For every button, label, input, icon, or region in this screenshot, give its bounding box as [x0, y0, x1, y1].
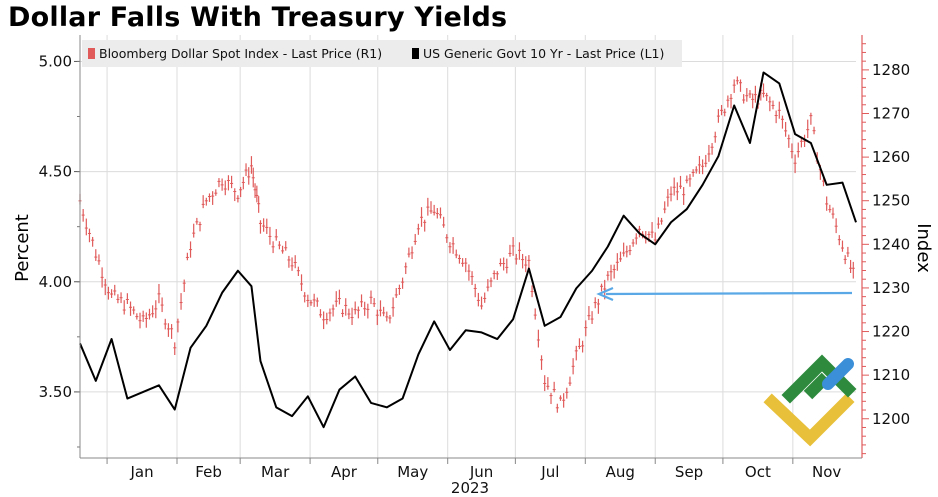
- chart-title: Dollar Falls With Treasury Yields: [8, 2, 508, 33]
- x-tick-label: Aug: [606, 463, 635, 481]
- legend-label-yield: US Generic Govt 10 Yr - Last Price (L1): [423, 46, 664, 61]
- right-tick-label: 1220: [872, 323, 910, 341]
- x-tick-label: Jul: [540, 463, 559, 481]
- legend-box: [82, 40, 682, 67]
- left-tick-label: 4.00: [39, 273, 72, 291]
- x-tick-label: Oct: [745, 463, 771, 481]
- right-tick-label: 1250: [872, 192, 910, 210]
- annotation-arrow-shaft: [605, 291, 853, 296]
- x-tick-label: Jan: [129, 463, 153, 481]
- yield-line: [79, 71, 857, 429]
- right-tick-label: 1210: [872, 366, 910, 384]
- right-tick-label: 1270: [872, 104, 910, 122]
- x-tick-label: Nov: [812, 463, 841, 481]
- right-axis-label: Index: [913, 223, 934, 273]
- legend-swatch-dollar: [88, 48, 95, 59]
- legend-swatch-yield: [412, 48, 419, 59]
- series-group: [78, 71, 857, 429]
- x-tick-label: Apr: [331, 463, 358, 481]
- right-tick-label: 1240: [872, 235, 910, 253]
- x-tick-label: Feb: [195, 463, 222, 481]
- left-tick-label: 5.00: [39, 52, 72, 70]
- x-tick-label: Jun: [469, 463, 493, 481]
- x-tick-label: Mar: [261, 463, 290, 481]
- annotation-arrow-head: [596, 286, 614, 302]
- legend-label-dollar: Bloomberg Dollar Spot Index - Last Price…: [99, 46, 382, 61]
- axes-group: Jan Feb Mar Apr May Jun Jul Aug Sep Oct Nov 3.50 4.0…: [39, 35, 910, 481]
- x-tick-label: Sep: [675, 463, 703, 481]
- right-tick-label: 1280: [872, 61, 910, 79]
- right-tick-label: 1230: [872, 279, 910, 297]
- brand-logo: [763, 354, 857, 447]
- left-tick-label: 4.50: [39, 163, 72, 181]
- left-tick-label: 3.50: [39, 383, 72, 401]
- x-tick-label: May: [397, 463, 428, 481]
- x-axis-label: 2023: [451, 479, 489, 497]
- right-tick-label: 1260: [872, 148, 910, 166]
- grid-lines: [80, 35, 856, 458]
- left-axis-label: Percent: [12, 214, 33, 282]
- right-tick-label: 1200: [872, 410, 910, 428]
